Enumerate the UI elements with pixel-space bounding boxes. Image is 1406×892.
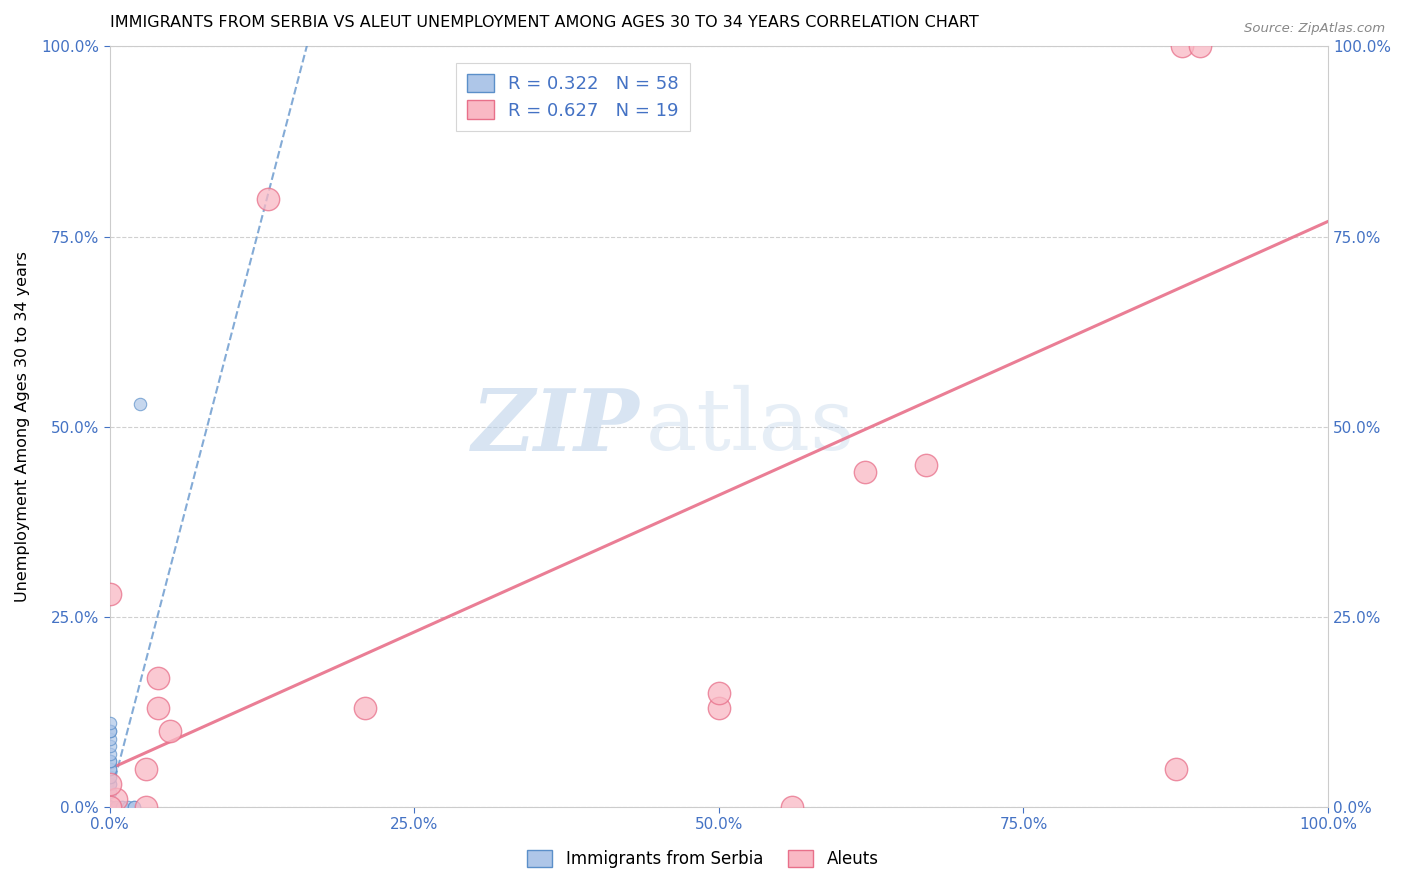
Point [98, 800, 121, 814]
Point [98, 800, 121, 814]
Point [257, 192, 280, 206]
Text: ZIP: ZIP [472, 385, 640, 468]
Point [98, 723, 121, 738]
Point [98, 800, 121, 814]
Point [98, 800, 121, 814]
Point [129, 397, 152, 411]
Point [98, 800, 121, 814]
Point [104, 792, 127, 806]
Point [104, 800, 127, 814]
Point [354, 701, 377, 715]
Point [117, 800, 139, 814]
Point [98, 777, 121, 791]
Point [98, 716, 121, 731]
Point [98, 800, 121, 814]
Point [135, 762, 157, 776]
Point [853, 466, 876, 480]
Point [98, 777, 121, 791]
Point [98, 800, 121, 814]
Point [135, 800, 157, 814]
Point [98, 800, 121, 814]
Legend: Immigrants from Serbia, Aleuts: Immigrants from Serbia, Aleuts [520, 843, 886, 875]
Point [98, 800, 121, 814]
Point [98, 755, 121, 769]
Point [98, 800, 121, 814]
Point [98, 800, 121, 814]
Point [111, 800, 134, 814]
Point [98, 770, 121, 784]
Point [98, 800, 121, 814]
Text: Source: ZipAtlas.com: Source: ZipAtlas.com [1244, 22, 1385, 36]
Point [1171, 39, 1194, 54]
Text: IMMIGRANTS FROM SERBIA VS ALEUT UNEMPLOYMENT AMONG AGES 30 TO 34 YEARS CORRELATI: IMMIGRANTS FROM SERBIA VS ALEUT UNEMPLOY… [110, 15, 979, 30]
Point [98, 800, 121, 814]
Y-axis label: Unemployment Among Ages 30 to 34 years: Unemployment Among Ages 30 to 34 years [15, 252, 30, 602]
Point [98, 762, 121, 776]
Point [98, 739, 121, 753]
Point [707, 701, 730, 715]
Point [98, 770, 121, 784]
Point [98, 800, 121, 814]
Point [98, 800, 121, 814]
Point [148, 701, 170, 715]
Text: atlas: atlas [645, 385, 855, 468]
Point [98, 800, 121, 814]
Point [98, 587, 121, 601]
Legend: R = 0.322   N = 58, R = 0.627   N = 19: R = 0.322 N = 58, R = 0.627 N = 19 [456, 63, 689, 130]
Point [98, 800, 121, 814]
Point [98, 731, 121, 746]
Point [98, 800, 121, 814]
Point [1189, 39, 1212, 54]
Point [98, 800, 121, 814]
Point [98, 723, 121, 738]
Point [98, 800, 121, 814]
Point [122, 800, 145, 814]
Point [148, 671, 170, 685]
Point [98, 785, 121, 799]
Point [98, 800, 121, 814]
Point [159, 723, 181, 738]
Point [104, 800, 127, 814]
Point [98, 800, 121, 814]
Point [111, 800, 134, 814]
Point [98, 800, 121, 814]
Point [915, 458, 938, 472]
Point [122, 800, 145, 814]
Point [98, 777, 121, 791]
Point [98, 800, 121, 814]
Point [98, 800, 121, 814]
Point [98, 800, 121, 814]
Point [98, 800, 121, 814]
Point [98, 785, 121, 799]
Point [98, 800, 121, 814]
Point [707, 686, 730, 700]
Point [98, 800, 121, 814]
Point [98, 800, 121, 814]
Point [1164, 762, 1187, 776]
Point [98, 800, 121, 814]
Point [98, 762, 121, 776]
Point [780, 800, 803, 814]
Point [98, 747, 121, 761]
Point [98, 800, 121, 814]
Point [98, 800, 121, 814]
Point [98, 800, 121, 814]
Point [98, 755, 121, 769]
Point [98, 800, 121, 814]
